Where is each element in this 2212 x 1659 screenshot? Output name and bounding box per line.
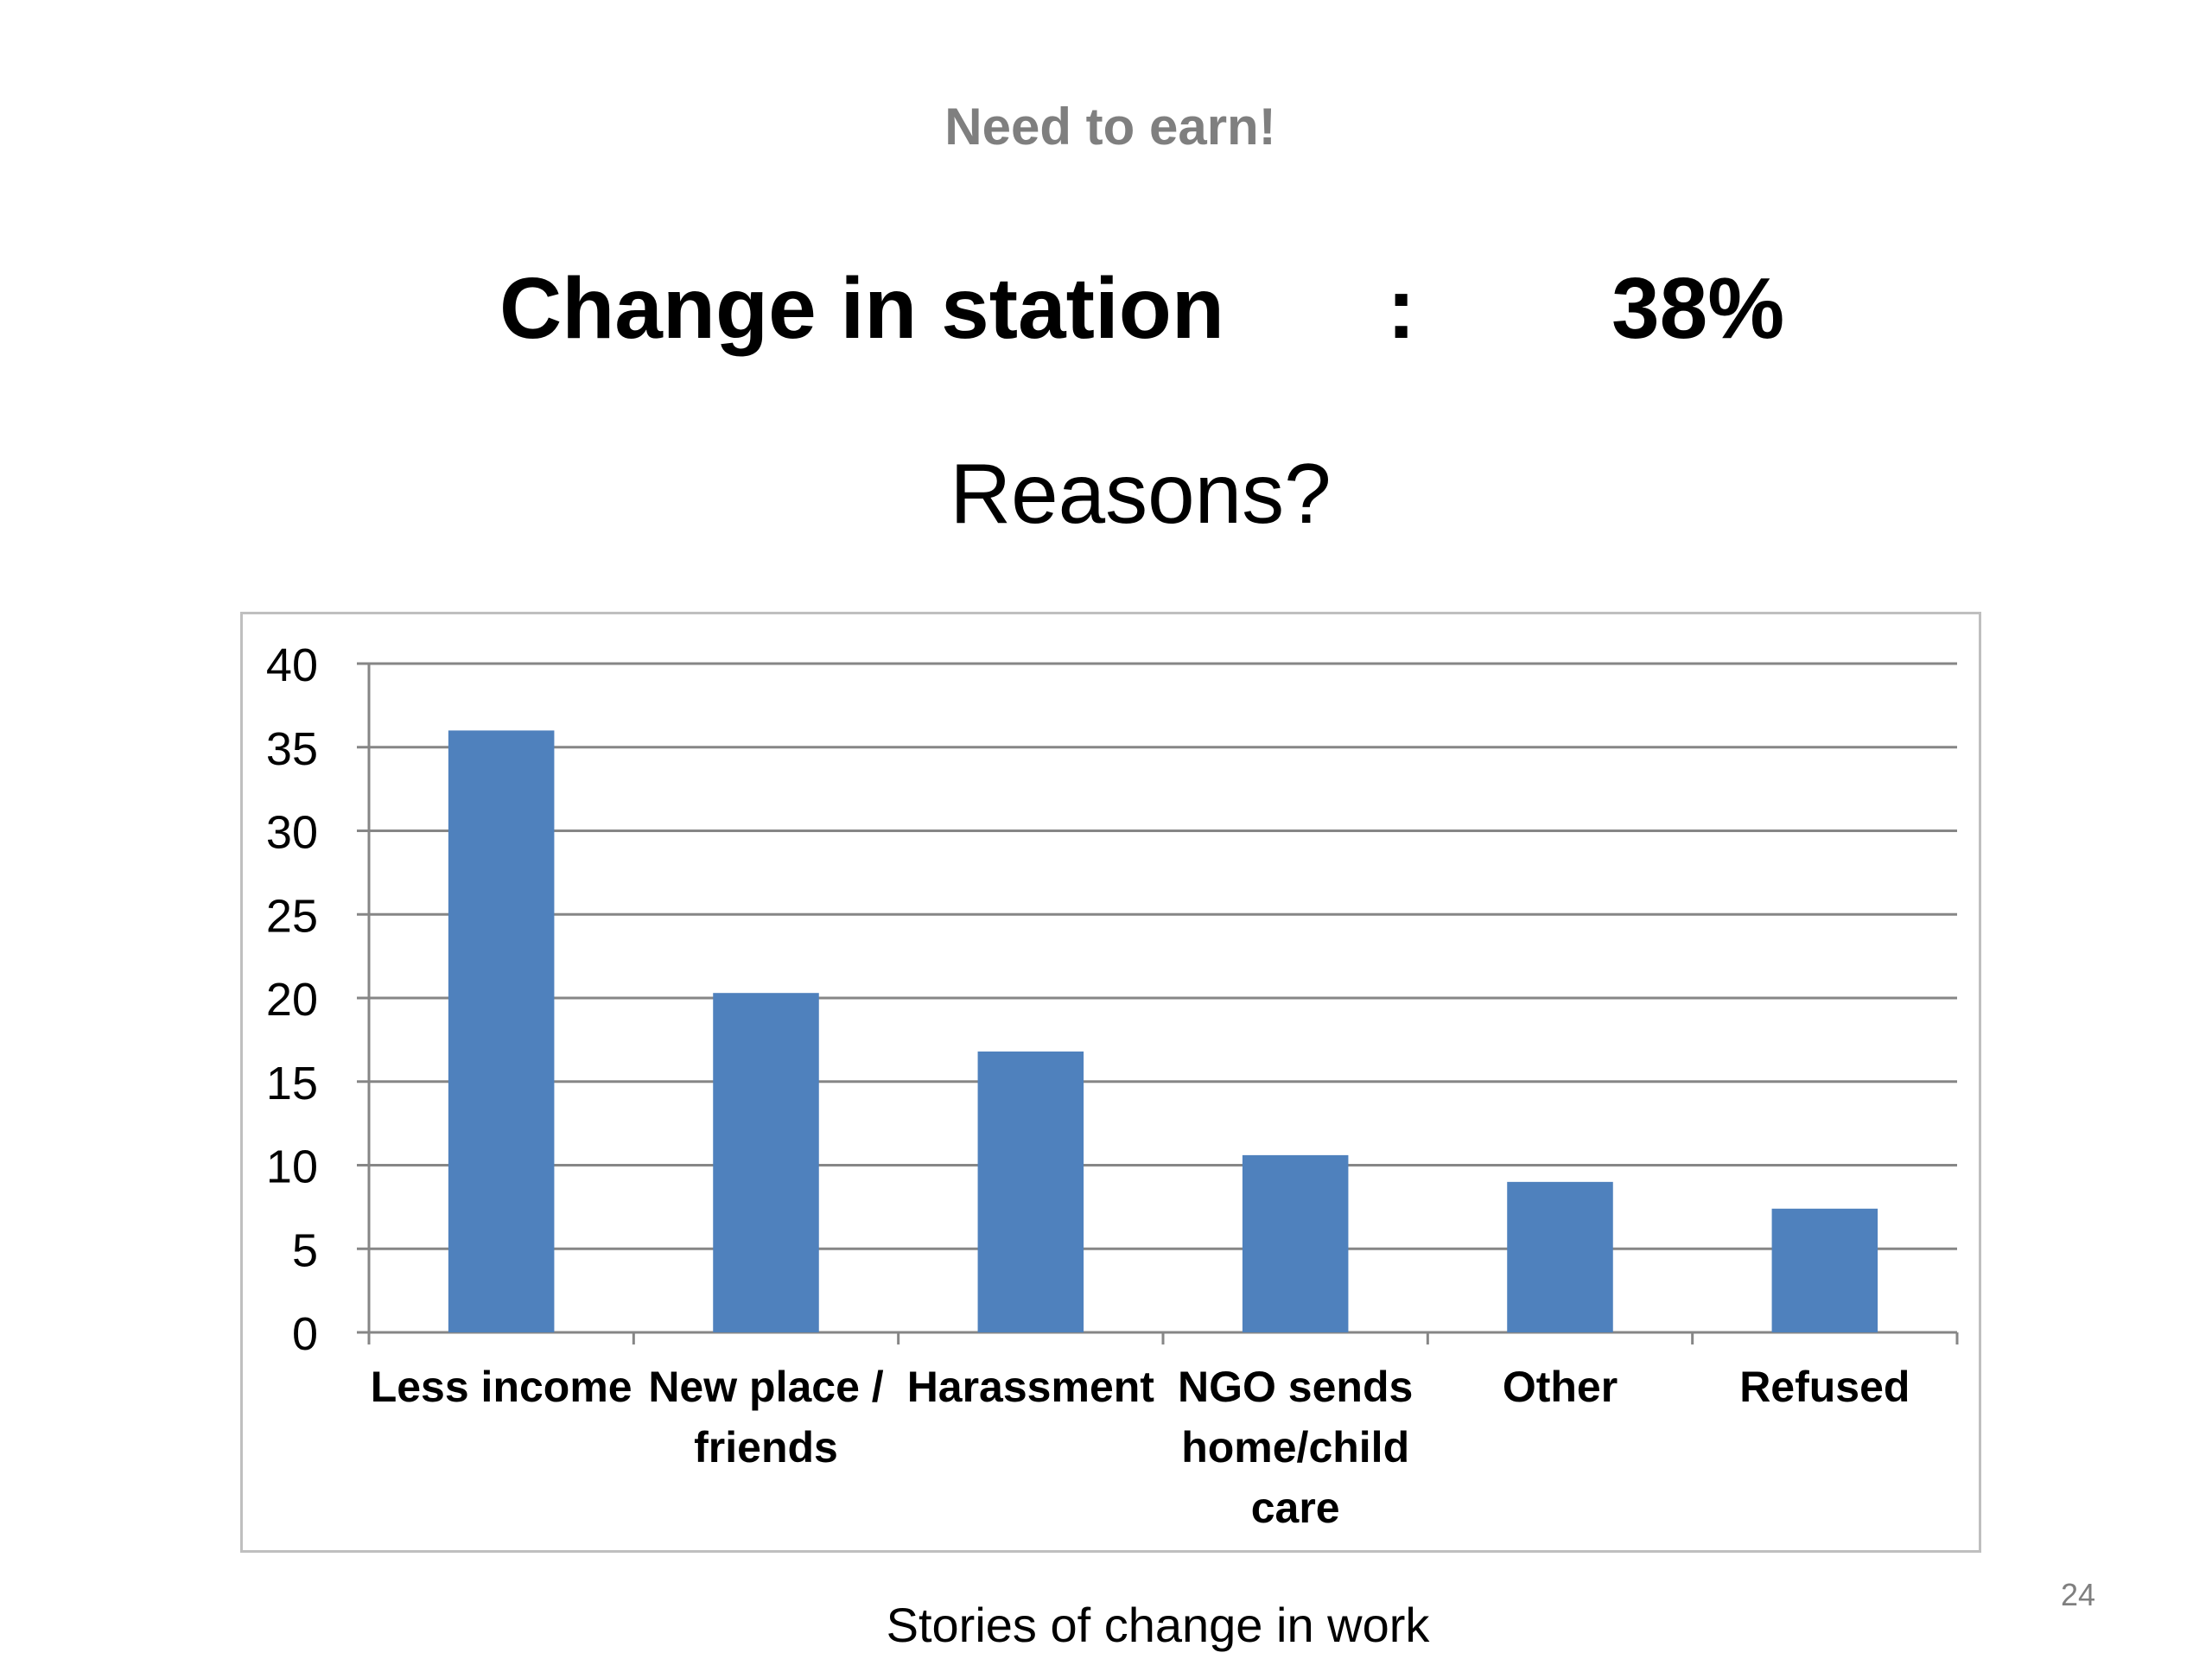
- x-tick-label: Harassment: [907, 1363, 1155, 1411]
- y-tick-label: 35: [266, 723, 318, 775]
- slide-subtitle: Need to earn!: [944, 98, 1276, 156]
- bar: [713, 993, 819, 1332]
- headline-colon: :: [1387, 260, 1416, 357]
- x-tick-label: NGO sends: [1178, 1363, 1413, 1411]
- y-tick-label: 5: [292, 1224, 318, 1276]
- x-tick-label: friends: [694, 1423, 838, 1471]
- y-tick-label: 40: [266, 639, 318, 691]
- headline-value: 38%: [1611, 260, 1785, 357]
- y-tick-label: 10: [266, 1141, 318, 1193]
- bar: [448, 730, 555, 1332]
- page-number: 24: [2061, 1577, 2096, 1612]
- bar: [1507, 1181, 1613, 1332]
- x-tick-label: Other: [1503, 1363, 1618, 1411]
- y-tick-label: 25: [266, 890, 318, 942]
- x-tick-label: Less income: [371, 1363, 632, 1411]
- y-tick-label: 30: [266, 807, 318, 859]
- slide-footer: Stories of change in work: [886, 1598, 1430, 1652]
- y-tick-label: 0: [292, 1308, 318, 1360]
- x-tick-label: home/child: [1181, 1423, 1409, 1471]
- x-tick-label: New place /: [648, 1363, 883, 1411]
- y-tick-label: 20: [266, 974, 318, 1026]
- question-heading: Reasons?: [950, 446, 1332, 541]
- bar: [977, 1051, 1084, 1332]
- bar: [1771, 1208, 1878, 1332]
- headline-label: Change in station: [499, 260, 1224, 357]
- x-tick-label: care: [1251, 1484, 1340, 1532]
- bar: [1242, 1154, 1349, 1332]
- y-tick-label: 15: [266, 1058, 318, 1109]
- x-tick-label: Refused: [1739, 1363, 1910, 1411]
